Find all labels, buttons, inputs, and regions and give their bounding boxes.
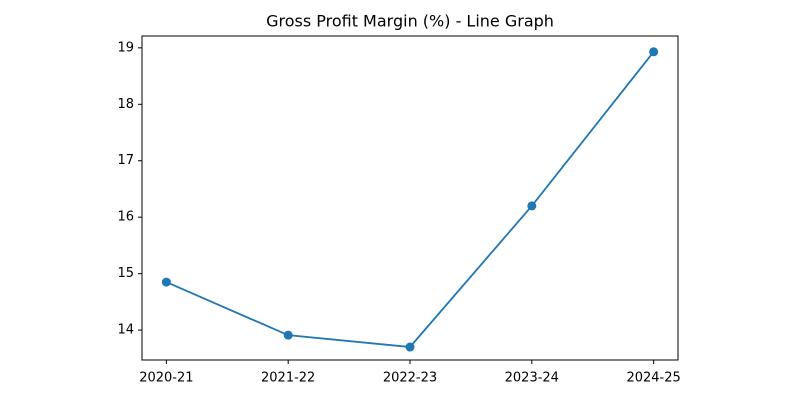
x-tick-label: 2023-24 [505,371,559,386]
y-tick-label: 19 [117,40,134,55]
y-tick-label: 15 [117,266,134,281]
plot-frame [141,35,679,361]
point [161,277,171,287]
point [405,342,415,352]
point [527,201,537,211]
x-tick-label: 2024-25 [626,371,680,386]
line [166,51,655,348]
y-tick-label: 17 [117,153,134,168]
x-tick-label: 2021-22 [261,371,315,386]
x-tick-label: 2022-23 [383,371,437,386]
y-tick-label: 18 [117,97,134,112]
x-tick-label: 2020-21 [139,371,193,386]
chart-title: Gross Profit Margin (%) - Line Graph [266,12,554,31]
y-tick-label: 14 [117,323,134,338]
point [649,47,659,57]
point [283,330,293,340]
y-tick-label: 16 [117,210,134,225]
